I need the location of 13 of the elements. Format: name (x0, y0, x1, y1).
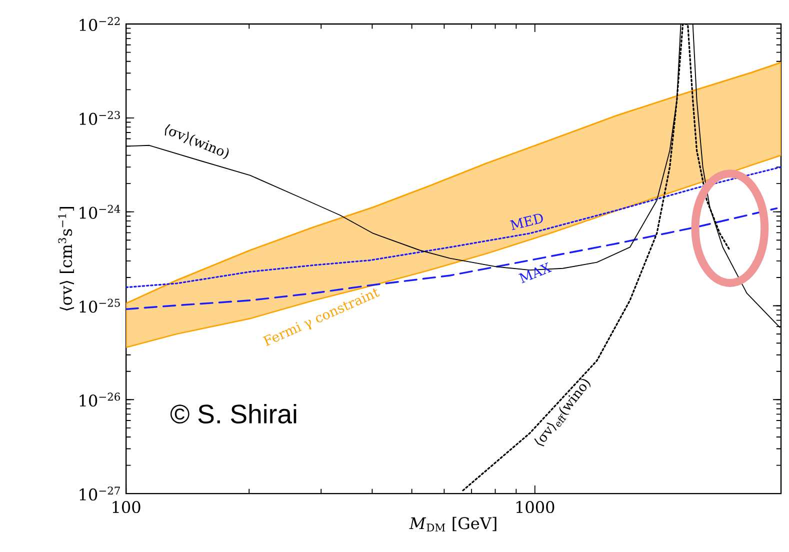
x-axis-title: M$_{DM}$ [GeV] (409, 516, 496, 532)
text: MED (510, 214, 543, 230)
x-tick-label: 1000 (516, 500, 554, 513)
annotation: © S. Shirai (170, 404, 296, 424)
y-axis-title: ⟨σv⟩ [cm$^{3}$s$^{−1}$] (58, 206, 74, 310)
y-tick-label: 10$^{−24}$ (80, 204, 120, 219)
y-tick-label: 10$^{−25}$ (80, 298, 120, 313)
y-tick-label: 10$^{−23}$ (80, 110, 120, 125)
y-tick-label: 10$^{−27}$ (80, 486, 120, 500)
x-tick-label: 100 (112, 500, 140, 513)
text: MAX (518, 262, 552, 284)
y-tick-label: 10$^{−26}$ (80, 392, 120, 407)
y-tick-label: 10$^{−22}$ (80, 16, 120, 31)
